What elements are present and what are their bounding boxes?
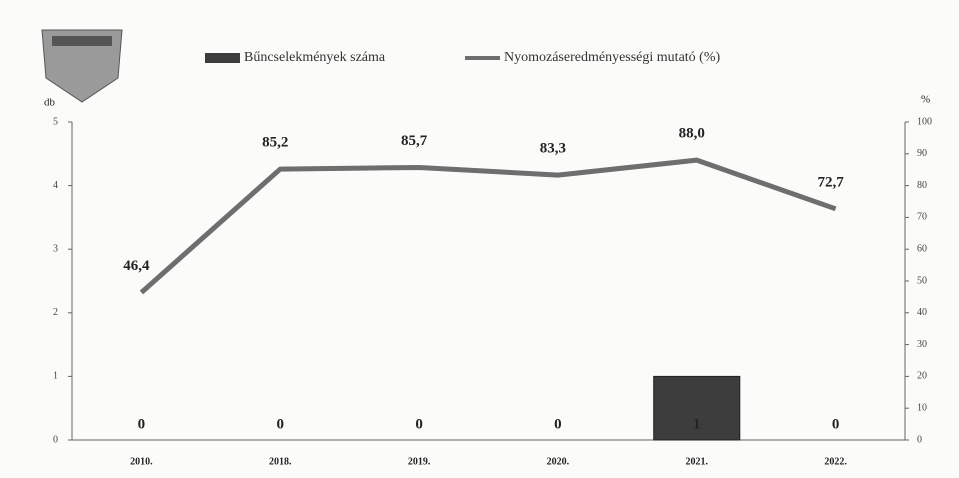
- legend-label: Bűncselekmények száma: [244, 50, 386, 65]
- y2-tick-label: 50: [917, 275, 927, 286]
- bar-value-label: 0: [138, 416, 146, 432]
- line-value-label: 83,3: [540, 141, 566, 157]
- y2-tick-label: 10: [917, 402, 927, 413]
- legend-swatch: [205, 53, 240, 63]
- y2-tick-label: 100: [917, 116, 932, 127]
- bar-value-label: 0: [277, 416, 285, 432]
- y2-tick-label: 70: [917, 212, 927, 223]
- y-axis-label: db: [44, 97, 56, 109]
- y-tick-label: 3: [53, 243, 58, 254]
- line-value-label: 88,0: [679, 126, 705, 142]
- logo: [41, 29, 123, 103]
- line-value-label: 46,4: [123, 258, 150, 274]
- x-tick-label: 2018.: [269, 456, 292, 467]
- line-value-label: 85,7: [401, 133, 428, 149]
- bar: [653, 375, 741, 441]
- x-tick-label: 2021.: [686, 456, 709, 467]
- bar-value-label: 0: [832, 416, 840, 432]
- y2-tick-label: 20: [917, 371, 927, 382]
- x-tick-label: 2020.: [547, 456, 570, 467]
- y2-tick-label: 90: [917, 148, 927, 159]
- legend-label: Nyomozáseredményességi mutató (%): [504, 50, 720, 65]
- bar-value-label: 1: [693, 416, 701, 432]
- y-tick-label: 1: [53, 371, 58, 382]
- bar-value-label: 0: [415, 416, 423, 432]
- line-value-label: 85,2: [262, 135, 288, 151]
- bar-value-label: 0: [554, 416, 562, 432]
- y2-tick-label: 60: [917, 243, 927, 254]
- y2-tick-label: 80: [917, 180, 927, 191]
- line-value-label: 72,7: [817, 174, 844, 190]
- y2-tick-label: 30: [917, 339, 927, 350]
- y-tick-label: 2: [53, 307, 58, 318]
- x-tick-label: 2019.: [408, 456, 431, 467]
- y2-tick-label: 40: [917, 307, 927, 318]
- y2-axis-label: %: [921, 94, 930, 106]
- y-tick-label: 5: [53, 116, 58, 127]
- line: [139, 157, 837, 295]
- x-tick-label: 2010.: [130, 456, 153, 467]
- y-tick-label: 4: [53, 180, 58, 191]
- y-tick-label: 0: [53, 434, 58, 445]
- x-tick-label: 2022.: [824, 456, 847, 467]
- y2-tick-label: 0: [917, 434, 922, 445]
